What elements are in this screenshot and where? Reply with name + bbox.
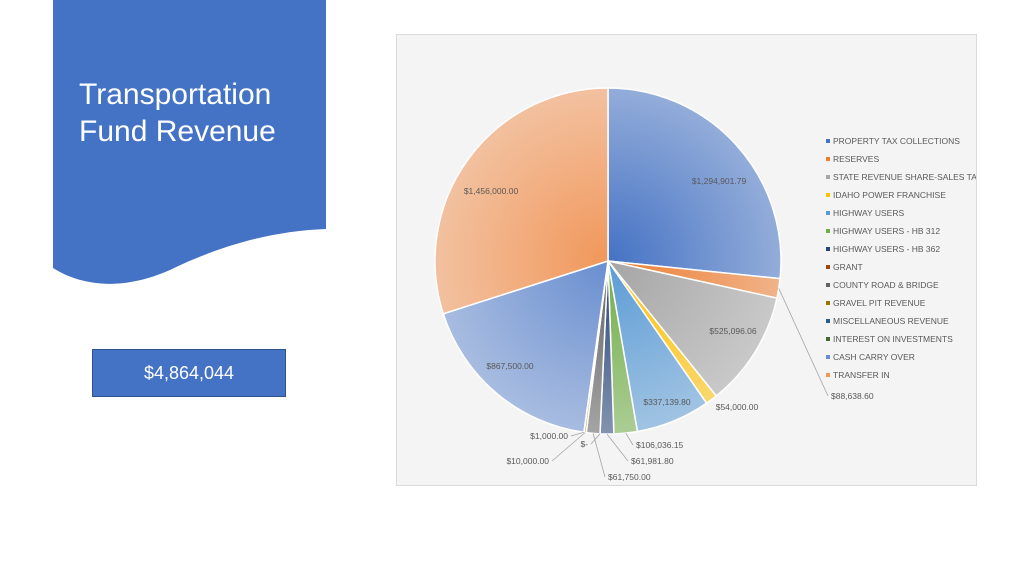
data-labels: $1,294,901.79 $88,638.60 $525,096.06 $54,00… (464, 176, 874, 482)
legend-swatch-12 (826, 355, 830, 359)
data-label-8: $61,750.00 (608, 472, 651, 482)
legend-swatch-0 (826, 139, 830, 143)
legend-swatch-5 (826, 229, 830, 233)
leader-line-5 (625, 432, 634, 446)
pie-chart: $1,294,901.79 $88,638.60 $525,096.06 $54,00… (397, 35, 977, 485)
page-title: Transportation Fund Revenue (79, 76, 319, 150)
legend-swatch-9 (826, 301, 830, 305)
data-label-6: $61,981.80 (631, 456, 674, 466)
data-label-3: $54,000.00 (716, 402, 759, 412)
data-label-9: $10,000.00 (506, 456, 549, 466)
data-label-5: $106,036.15 (636, 440, 684, 450)
pie-chart-area: $1,294,901.79 $88,638.60 $525,096.06 $54,00… (396, 34, 977, 486)
legend-swatch-3 (826, 193, 830, 197)
page-title-line-1: Transportation (79, 78, 272, 111)
legend-entry-11: INTEREST ON INVESTMENTS (833, 334, 953, 344)
leader-line-6 (606, 433, 629, 462)
legend-swatch-4 (826, 211, 830, 215)
legend-entry-7: GRANT (833, 262, 863, 272)
data-label-10: $1,000.00 (530, 431, 568, 441)
leader-line-8 (592, 433, 606, 478)
total-value-box: $4,864,044 (92, 349, 286, 397)
page-title-line-2: Fund Revenue (79, 115, 276, 148)
legend-entry-13: TRANSFER IN (833, 370, 890, 380)
legend-swatch-2 (826, 175, 830, 179)
data-label-0: $1,294,901.79 (692, 176, 747, 186)
pie-slices (434, 87, 782, 435)
pie-slice-13 (434, 87, 609, 315)
leader-line-10 (570, 431, 585, 437)
legend-entry-8: COUNTY ROAD & BRIDGE (833, 280, 939, 290)
leader-lines (551, 288, 829, 478)
data-label-4: $337,139.80 (643, 397, 691, 407)
legend-entry-9: GRAVEL PIT REVENUE (833, 298, 926, 308)
title-banner (53, 0, 326, 284)
legend-entry-1: RESERVES (833, 154, 879, 164)
legend-entry-3: IDAHO POWER FRANCHISE (833, 190, 946, 200)
legend-swatch-11 (826, 337, 830, 341)
leader-line-7 (590, 433, 601, 445)
legend-swatch-7 (826, 265, 830, 269)
data-label-13: $1,456,000.00 (464, 186, 519, 196)
pie-slice-12 (442, 259, 609, 434)
legend-swatch-8 (826, 283, 830, 287)
data-label-2: $525,096.06 (709, 326, 757, 336)
leader-line-1 (778, 288, 829, 397)
legend-swatch-6 (826, 247, 830, 251)
leader-line-9 (551, 432, 586, 462)
legend-entry-10: MISCELLANEOUS REVENUE (833, 316, 949, 326)
legend-entry-6: HIGHWAY USERS - HB 362 (833, 244, 940, 254)
data-label-12: $867,500.00 (486, 361, 534, 371)
legend-entry-2: STATE REVENUE SHARE-SALES TAX (833, 172, 977, 182)
pie-slice-0 (607, 87, 782, 280)
legend-entry-12: CASH CARRY OVER (833, 352, 915, 362)
data-label-7: $- (580, 439, 588, 449)
legend-swatch-10 (826, 319, 830, 323)
legend-entry-4: HIGHWAY USERS (833, 208, 904, 218)
legend-entry-0: PROPERTY TAX COLLECTIONS (833, 136, 960, 146)
pie-slice-2 (606, 259, 778, 397)
legend-swatch-13 (826, 373, 830, 377)
data-label-1: $88,638.60 (831, 391, 874, 401)
total-value: $4,864,044 (143, 363, 235, 383)
legend: PROPERTY TAX COLLECTIONS RESERVES STATE RE… (826, 136, 977, 380)
legend-entry-5: HIGHWAY USERS - HB 312 (833, 226, 940, 236)
legend-swatch-1 (826, 157, 830, 161)
